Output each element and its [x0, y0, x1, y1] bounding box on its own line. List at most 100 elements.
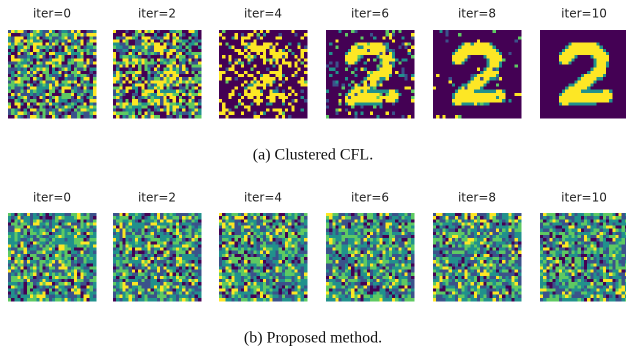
pixel [565, 43, 568, 46]
pixel [21, 39, 24, 42]
pixel [483, 55, 486, 58]
pixel [565, 36, 568, 39]
pixel [179, 87, 182, 90]
pixel [483, 71, 486, 74]
pixel [279, 30, 282, 33]
pixel [276, 30, 279, 33]
pixel [254, 49, 257, 52]
pixel [439, 115, 442, 118]
pixel [298, 83, 301, 86]
pixel [411, 93, 414, 96]
pixel [228, 49, 231, 52]
pixel [619, 115, 622, 118]
pixel [361, 58, 364, 61]
pixel [195, 115, 198, 118]
pixel [170, 58, 173, 61]
pixel [562, 43, 565, 46]
pixel [446, 43, 449, 46]
pixel [553, 39, 556, 42]
pixel [395, 49, 398, 52]
pixel [619, 55, 622, 58]
pixel [122, 65, 125, 68]
pixel [195, 96, 198, 99]
pixel [477, 58, 480, 61]
pixel [11, 109, 14, 112]
pixel [87, 61, 90, 64]
pixel [269, 46, 272, 49]
pixel [612, 55, 615, 58]
pixel [61, 43, 64, 46]
pixel [568, 93, 571, 96]
pixel [195, 80, 198, 83]
pixel [188, 61, 191, 64]
pixel [373, 90, 376, 93]
pixel [361, 115, 364, 118]
pixel [192, 87, 195, 90]
pixel [411, 74, 414, 77]
pixel [250, 46, 253, 49]
pixel [376, 68, 379, 71]
pixel [247, 30, 250, 33]
pixel [250, 55, 253, 58]
pixel [254, 52, 257, 55]
pixel [357, 55, 360, 58]
pixel [543, 52, 546, 55]
pixel [58, 68, 61, 71]
pixel [603, 68, 606, 71]
pixel [80, 216, 83, 219]
pixel [386, 65, 389, 68]
pixel [279, 96, 282, 99]
pixel [11, 80, 14, 83]
pixel [260, 87, 263, 90]
pixel [496, 102, 499, 105]
pixel [304, 58, 307, 61]
pixel [279, 109, 282, 112]
pixel [27, 109, 30, 112]
pixel [126, 112, 129, 115]
pixel [138, 68, 141, 71]
pixel [543, 74, 546, 77]
pixel [83, 232, 86, 235]
pixel [83, 71, 86, 74]
pixel [587, 39, 590, 42]
pixel [282, 105, 285, 108]
pixel [351, 58, 354, 61]
pixel [351, 33, 354, 36]
pixel [518, 102, 521, 105]
pixel [575, 115, 578, 118]
pixel [11, 99, 14, 102]
pixel [398, 46, 401, 49]
pixel [553, 96, 556, 99]
pixel [593, 58, 596, 61]
pixel [543, 58, 546, 61]
pixel [144, 43, 147, 46]
pixel [126, 58, 129, 61]
pixel [126, 39, 129, 42]
pixel [294, 65, 297, 68]
pixel [575, 90, 578, 93]
pixel [232, 33, 235, 36]
pixel [386, 33, 389, 36]
pixel [515, 83, 518, 86]
pixel [376, 96, 379, 99]
pixel [486, 55, 489, 58]
pixel [477, 52, 480, 55]
pixel [90, 30, 93, 33]
pixel [559, 71, 562, 74]
pixel [33, 58, 36, 61]
pixel [562, 58, 565, 61]
pixel [452, 58, 455, 61]
pixel [235, 36, 238, 39]
pixel [185, 33, 188, 36]
pixel [61, 39, 64, 42]
pixel [119, 33, 122, 36]
pixel [46, 115, 49, 118]
pixel [408, 68, 411, 71]
pixel [8, 87, 11, 90]
pixel [584, 58, 587, 61]
pixel [52, 80, 55, 83]
pixel [269, 61, 272, 64]
pixel [364, 112, 367, 115]
pixel [135, 61, 138, 64]
pixel [222, 83, 225, 86]
